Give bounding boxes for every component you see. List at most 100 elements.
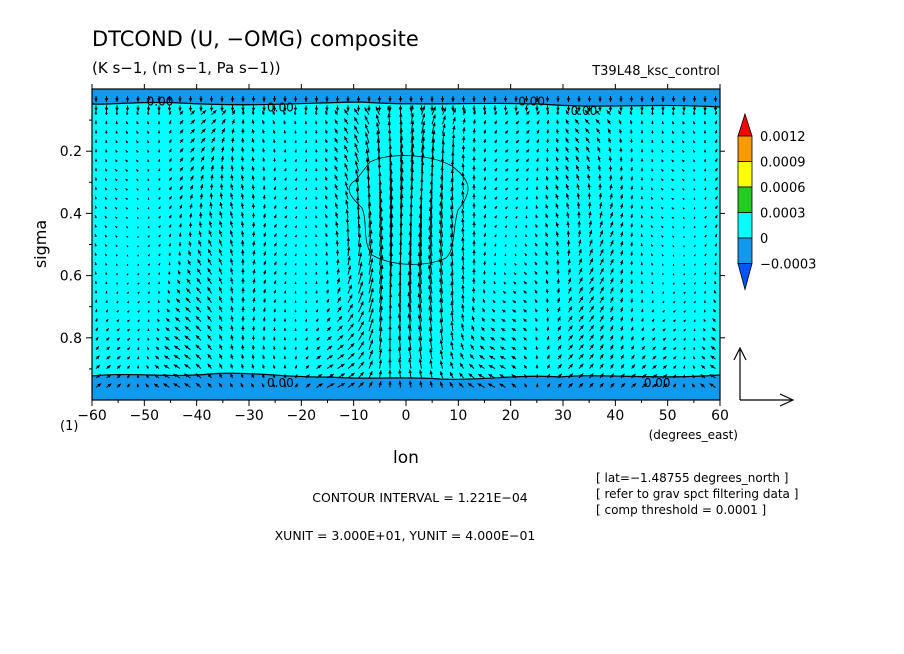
vector-arrow: [557, 325, 562, 332]
vector-arrow: [610, 373, 615, 379]
vector-arrow: [262, 364, 266, 369]
vector-arrow: [462, 127, 466, 134]
vector-arrow: [241, 363, 245, 369]
vector-arrow: [409, 96, 413, 102]
vector-arrow: [703, 300, 707, 303]
vector-arrow: [136, 105, 140, 112]
y-tick-label: 0.4: [60, 206, 82, 222]
vector-arrow: [651, 177, 654, 181]
vector-arrow: [125, 188, 129, 191]
vector-arrow: [652, 373, 658, 379]
vector-arrow: [407, 292, 412, 313]
vector-arrow: [493, 290, 496, 294]
vector-arrow: [207, 363, 212, 369]
vector-arrow: [651, 168, 654, 172]
vector-arrow: [174, 326, 181, 332]
vector-arrow: [200, 128, 206, 134]
vector-arrow: [177, 279, 181, 285]
vector-arrow: [147, 291, 150, 295]
vector-arrow: [105, 168, 108, 172]
vector-arrow: [661, 111, 665, 115]
vector-arrow: [589, 315, 595, 322]
vector-arrow: [704, 206, 707, 210]
vector-arrow: [714, 243, 718, 247]
vector-arrow: [499, 355, 506, 360]
vector-arrow: [126, 310, 130, 313]
vector-arrow: [545, 176, 549, 181]
vector-arrow: [650, 196, 654, 200]
vector-arrow: [127, 328, 131, 332]
vector-arrow: [358, 252, 363, 266]
vector-arrow: [574, 128, 580, 134]
vector-arrow: [178, 251, 182, 256]
vector-arrow: [525, 206, 528, 209]
vector-arrow: [438, 258, 443, 275]
vector-arrow: [94, 215, 98, 219]
zero-contour-top: [91, 101, 721, 108]
vector-arrow: [358, 301, 364, 313]
vector-arrow: [515, 149, 520, 153]
vector-arrow: [375, 114, 380, 125]
vector-arrow: [417, 325, 422, 341]
vector-arrow: [252, 316, 256, 322]
vector-arrow: [104, 234, 108, 238]
vector-arrow: [662, 328, 666, 332]
vector-arrow: [449, 233, 454, 247]
vector-arrow: [407, 346, 412, 360]
vector-arrow: [439, 349, 444, 360]
vector-arrow: [534, 308, 538, 313]
vector-arrow: [179, 110, 184, 116]
contour-labels: 0.00 0.00 0.000.000.00 0.00: [147, 94, 671, 389]
vector-arrow: [589, 344, 595, 351]
vector-arrow: [526, 110, 530, 116]
vector-arrow: [105, 262, 108, 266]
vector-arrow: [578, 344, 584, 351]
vector-arrow: [545, 288, 549, 294]
vector-arrow: [450, 351, 454, 360]
vector-arrow: [325, 261, 329, 266]
vector-arrow: [555, 240, 560, 247]
vector-arrow: [672, 254, 675, 257]
vector-arrow: [565, 193, 570, 200]
vector-arrow: [546, 335, 550, 341]
vector-arrow: [503, 272, 507, 276]
vector-arrow: [347, 265, 352, 275]
vector-arrow: [683, 291, 686, 295]
vector-arrow: [512, 309, 517, 313]
vector-arrow: [347, 303, 354, 313]
vector-arrow: [450, 187, 454, 200]
vector-arrow: [230, 305, 234, 313]
vector-arrow: [379, 274, 384, 294]
vector-arrow: [472, 249, 476, 256]
vector-arrow: [524, 96, 529, 102]
vector-arrow: [671, 149, 675, 153]
vector-arrow: [211, 146, 215, 153]
vector-arrow: [262, 326, 266, 332]
vector-arrow: [104, 244, 108, 247]
vector-arrow: [304, 197, 308, 200]
vector-arrow: [315, 262, 318, 266]
vector-arrow: [95, 355, 100, 360]
vector-arrow: [671, 105, 676, 112]
vector-arrow: [609, 184, 613, 191]
vector-arrow: [346, 105, 350, 112]
vector-arrow: [515, 168, 520, 172]
vector-arrow: [505, 177, 509, 182]
vector-arrow: [208, 239, 212, 247]
vector-arrow: [631, 364, 636, 369]
vector-arrow: [640, 139, 644, 144]
vector-arrow: [335, 105, 340, 112]
vector-arrow: [305, 374, 311, 379]
vector-arrow: [597, 155, 601, 162]
vector-arrow: [195, 296, 202, 304]
info-line-filter: [ refer to grav spct filtering data ]: [596, 487, 798, 501]
vector-arrow: [578, 286, 584, 294]
vector-arrow: [565, 128, 569, 134]
vector-arrow: [220, 96, 224, 102]
vector-arrow: [472, 184, 476, 191]
vector-arrow: [175, 298, 181, 304]
vector-arrow: [660, 197, 664, 201]
vector-arrow: [630, 166, 634, 172]
vector-arrow: [662, 300, 665, 304]
vector-arrow: [335, 96, 340, 102]
